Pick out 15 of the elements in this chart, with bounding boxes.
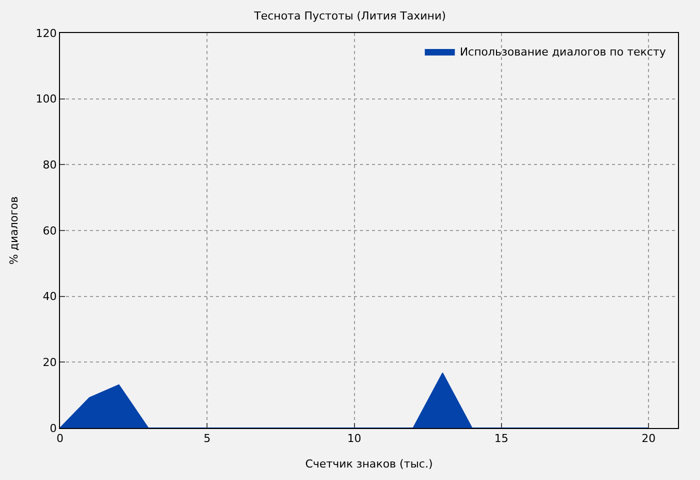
x-tick-label: 20 bbox=[642, 432, 656, 446]
legend-label: Использование диалогов по тексту bbox=[460, 46, 666, 59]
y-tick-label: 80 bbox=[42, 158, 57, 172]
x-tick-label: 15 bbox=[494, 432, 508, 446]
y-tick-label: 40 bbox=[42, 290, 57, 304]
y-tick-label: 100 bbox=[36, 92, 57, 106]
y-axis-title: % диалогов bbox=[7, 196, 20, 265]
x-tick-label: 10 bbox=[347, 432, 362, 446]
x-axis-title: Счетчик знаков (тыс.) bbox=[305, 457, 433, 470]
y-tick-label: 60 bbox=[42, 224, 57, 238]
x-tick-label: 5 bbox=[204, 432, 211, 446]
y-tick-label: 0 bbox=[50, 422, 57, 435]
y-tick-label: 120 bbox=[36, 26, 57, 40]
chart-title: Теснота Пустоты (Лития Тахини) bbox=[253, 10, 446, 23]
y-tick-label: 20 bbox=[42, 356, 57, 370]
